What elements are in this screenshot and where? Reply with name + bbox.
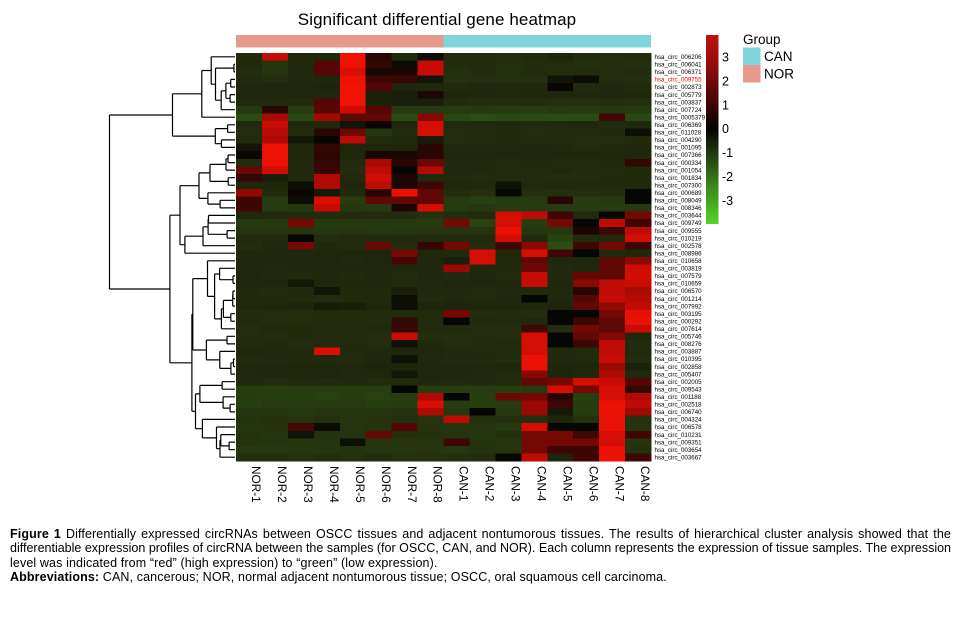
svg-text:2: 2 [722,74,729,88]
svg-text:hsa_circ_009755: hsa_circ_009755 [655,77,703,84]
svg-text:-2: -2 [722,170,733,184]
svg-text:hsa_circ_006371: hsa_circ_006371 [655,69,703,76]
svg-text:hsa_circ_008986: hsa_circ_008986 [655,250,703,257]
svg-text:hsa_circ_007614: hsa_circ_007614 [655,326,703,333]
svg-text:hsa_circ_010395: hsa_circ_010395 [655,356,703,363]
svg-text:CAN-5: CAN-5 [560,466,574,502]
svg-text:hsa_circ_005746: hsa_circ_005746 [655,334,703,341]
svg-text:CAN-3: CAN-3 [509,466,523,502]
svg-text:hsa_circ_001054: hsa_circ_001054 [655,167,703,174]
svg-text:CAN-2: CAN-2 [483,466,497,501]
svg-text:hsa_circ_003195: hsa_circ_003195 [655,311,703,318]
svg-text:hsa_circ_009555: hsa_circ_009555 [655,228,703,235]
svg-text:NOR: NOR [764,67,794,82]
svg-text:NOR-7: NOR-7 [405,466,419,503]
svg-text:hsa_circ_000334: hsa_circ_000334 [655,160,703,167]
svg-text:hsa_circ_010659: hsa_circ_010659 [655,281,703,288]
svg-text:-3: -3 [722,194,733,208]
svg-text:hsa_circ_005779: hsa_circ_005779 [655,92,703,99]
svg-text:NOR-4: NOR-4 [327,466,341,503]
svg-text:hsa_circ_009543: hsa_circ_009543 [655,386,703,393]
svg-text:NOR-8: NOR-8 [431,466,445,503]
svg-text:hsa_circ_007724: hsa_circ_007724 [655,107,703,114]
svg-text:hsa_circ_000689: hsa_circ_000689 [655,190,703,197]
svg-text:hsa_circ_007300: hsa_circ_007300 [655,182,703,189]
svg-text:hsa_circ_004290: hsa_circ_004290 [655,137,703,144]
svg-text:hsa_circ_010658: hsa_circ_010658 [655,258,703,265]
svg-text:CAN: CAN [764,49,793,64]
svg-text:hsa_circ_008276: hsa_circ_008276 [655,341,703,348]
svg-text:NOR-6: NOR-6 [379,466,393,503]
svg-text:hsa_circ_006041: hsa_circ_006041 [655,62,703,69]
svg-text:hsa_circ_002858: hsa_circ_002858 [655,364,703,371]
svg-text:Significant differential gene: Significant differential gene heatmap [298,10,576,29]
svg-text:hsa_circ_002578: hsa_circ_002578 [655,243,703,250]
svg-text:hsa_circ_003887: hsa_circ_003887 [655,349,703,356]
svg-text:hsa_circ_001834: hsa_circ_001834 [655,175,703,182]
svg-text:hsa_circ_006740: hsa_circ_006740 [655,409,703,416]
svg-text:hsa_circ_001188: hsa_circ_001188 [655,394,702,401]
svg-text:hsa_circ_003837: hsa_circ_003837 [655,99,703,106]
svg-text:hsa_circ_003644: hsa_circ_003644 [655,213,703,220]
svg-text:hsa_circ_001214: hsa_circ_001214 [655,296,703,303]
svg-text:hsa_circ_000292: hsa_circ_000292 [655,318,703,325]
svg-text:NOR-1: NOR-1 [249,466,263,503]
svg-text:hsa_circ_003819: hsa_circ_003819 [655,266,703,273]
svg-text:CAN-8: CAN-8 [638,466,652,502]
svg-text:hsa_circ_005407: hsa_circ_005407 [655,371,703,378]
svg-text:hsa_circ_008049: hsa_circ_008049 [655,198,703,205]
svg-text:hsa_circ_010219: hsa_circ_010219 [655,235,703,242]
svg-text:0: 0 [722,122,729,136]
svg-text:hsa_circ_006570: hsa_circ_006570 [655,288,703,295]
svg-text:hsa_circ_008346: hsa_circ_008346 [655,205,703,212]
svg-text:NOR-5: NOR-5 [353,466,367,503]
svg-text:hsa_circ_002518: hsa_circ_002518 [655,402,703,409]
svg-text:hsa_circ_006369: hsa_circ_006369 [655,122,703,129]
svg-text:hsa_circ_0005379: hsa_circ_0005379 [655,114,706,121]
svg-text:CAN-1: CAN-1 [457,466,471,501]
svg-text:hsa_circ_003667: hsa_circ_003667 [655,454,703,461]
svg-text:-1: -1 [722,146,733,160]
svg-text:NOR-2: NOR-2 [275,466,289,503]
svg-text:hsa_circ_007992: hsa_circ_007992 [655,303,703,310]
svg-text:hsa_circ_011028: hsa_circ_011028 [655,130,702,137]
svg-text:hsa_circ_009351: hsa_circ_009351 [655,439,703,446]
svg-text:3: 3 [722,50,729,64]
svg-text:hsa_circ_002005: hsa_circ_002005 [655,379,703,386]
svg-text:CAN-4: CAN-4 [534,466,548,502]
svg-text:hsa_circ_004324: hsa_circ_004324 [655,417,703,424]
svg-text:hsa_circ_001095: hsa_circ_001095 [655,145,703,152]
svg-text:1: 1 [722,98,729,112]
svg-text:hsa_circ_007579: hsa_circ_007579 [655,273,703,280]
svg-text:NOR-3: NOR-3 [301,466,315,503]
svg-text:hsa_circ_009749: hsa_circ_009749 [655,220,703,227]
svg-text:Group: Group [743,32,781,47]
svg-text:hsa_circ_007366: hsa_circ_007366 [655,152,703,159]
svg-text:hsa_circ_006206: hsa_circ_006206 [655,54,703,61]
svg-text:hsa_circ_003654: hsa_circ_003654 [655,447,703,454]
svg-text:hsa_circ_006578: hsa_circ_006578 [655,424,703,431]
svg-text:CAN-7: CAN-7 [612,466,626,501]
svg-text:hsa_circ_010231: hsa_circ_010231 [655,432,703,439]
svg-text:hsa_circ_002873: hsa_circ_002873 [655,84,703,91]
svg-text:CAN-6: CAN-6 [586,466,600,502]
